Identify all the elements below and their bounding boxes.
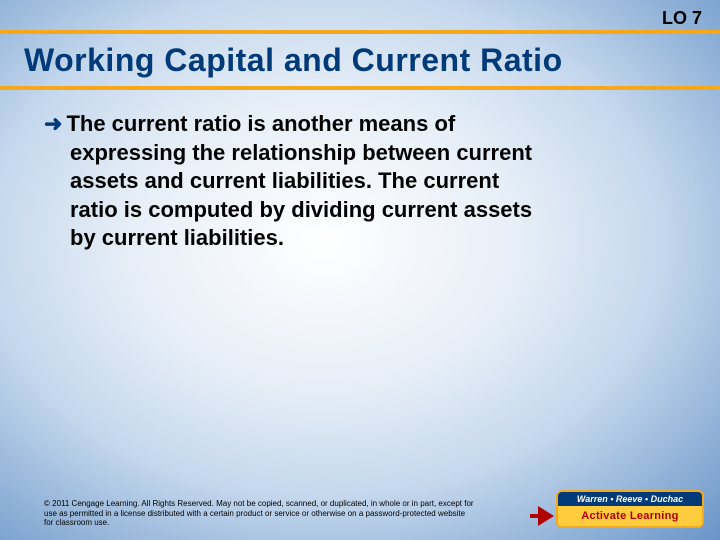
learning-objective-tag: LO 7 [662, 8, 702, 29]
logo-authors: Warren • Reeve • Duchac [558, 492, 702, 506]
logo-tagline: Activate Learning [558, 506, 702, 526]
body-line2: expressing the relationship between curr… [44, 139, 660, 168]
copyright-text: © 2011 Cengage Learning. All Rights Rese… [44, 499, 474, 528]
body-line3: assets and current liabilities. The curr… [44, 167, 660, 196]
title-underline-rule [0, 86, 720, 90]
logo-arrow-tail [530, 514, 538, 518]
body-line4: ratio is computed by dividing current as… [44, 196, 660, 225]
slide-title: Working Capital and Current Ratio [24, 42, 563, 79]
top-rule [0, 30, 720, 34]
body-line5: by current liabilities. [44, 224, 660, 253]
body-paragraph: ➜The current ratio is another means of e… [44, 110, 660, 253]
bullet-arrow-icon: ➜ [44, 111, 62, 136]
body-line1-rest: is another means of [241, 111, 455, 136]
body-line1-bold: current ratio [112, 111, 242, 136]
body-line1-prefix: The [66, 111, 111, 136]
publisher-logo: Warren • Reeve • Duchac Activate Learnin… [556, 490, 704, 528]
logo-arrow-head-icon [538, 506, 554, 526]
